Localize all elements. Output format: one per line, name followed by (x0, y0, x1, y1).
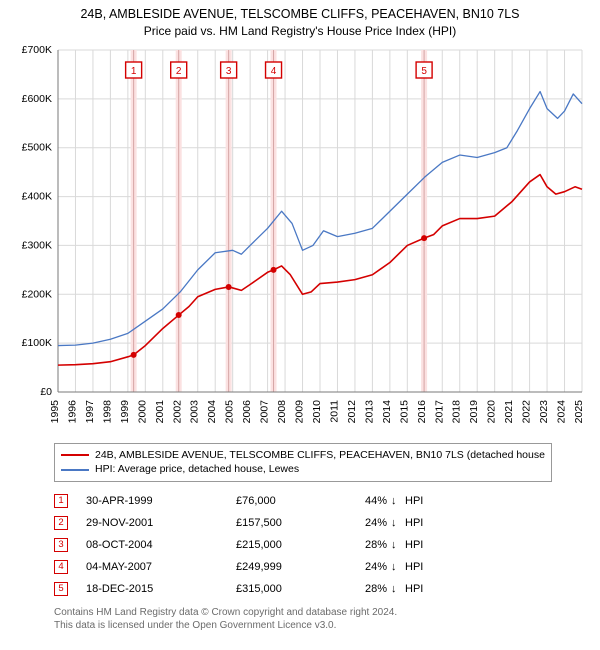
down-arrow-icon: ↓ (391, 583, 405, 595)
svg-text:2022: 2022 (521, 399, 533, 423)
svg-text:£400K: £400K (22, 190, 52, 202)
footer-attribution: Contains HM Land Registry data © Crown c… (54, 606, 552, 633)
svg-text:2016: 2016 (416, 399, 428, 423)
svg-text:£100K: £100K (22, 337, 52, 349)
svg-text:5: 5 (421, 66, 427, 77)
down-arrow-icon: ↓ (391, 539, 405, 551)
sale-row: 3 08-OCT-2004£215,00028%↓HPI (54, 534, 552, 556)
svg-text:2002: 2002 (171, 399, 183, 423)
sale-gap-pct: 28% (346, 539, 391, 551)
svg-text:2025: 2025 (573, 399, 585, 423)
sale-date: 30-APR-1999 (86, 495, 236, 507)
svg-text:1: 1 (131, 66, 137, 77)
svg-text:2019: 2019 (468, 399, 480, 423)
svg-text:2004: 2004 (206, 399, 218, 423)
svg-text:2005: 2005 (224, 399, 236, 423)
svg-text:4: 4 (271, 66, 277, 77)
sale-date: 29-NOV-2001 (86, 517, 236, 529)
svg-text:1998: 1998 (101, 399, 113, 423)
sale-marker: 1 (54, 494, 68, 508)
sale-price: £157,500 (236, 517, 346, 529)
chart-container: 24B, AMBLESIDE AVENUE, TELSCOMBE CLIFFS,… (0, 0, 600, 650)
chart-subtitle: Price paid vs. HM Land Registry's House … (10, 24, 590, 38)
sale-price: £76,000 (236, 495, 346, 507)
svg-text:£0: £0 (40, 386, 52, 398)
sale-price: £215,000 (236, 539, 346, 551)
svg-text:2020: 2020 (486, 399, 498, 423)
svg-text:2003: 2003 (189, 399, 201, 423)
svg-text:2: 2 (176, 66, 182, 77)
svg-text:2006: 2006 (241, 399, 253, 423)
svg-text:£600K: £600K (22, 92, 52, 104)
svg-text:2001: 2001 (154, 399, 166, 423)
svg-text:2015: 2015 (398, 399, 410, 423)
svg-text:2009: 2009 (294, 399, 306, 423)
sale-hpi-label: HPI (405, 495, 423, 507)
svg-text:£700K: £700K (22, 44, 52, 56)
sale-gap-pct: 44% (346, 495, 391, 507)
chart-area: £0 £100K £200K £300K £400K £500K £600K £700K 199… (10, 42, 590, 437)
sale-gap-pct: 24% (346, 517, 391, 529)
legend-swatch (61, 469, 89, 471)
svg-text:£500K: £500K (22, 141, 52, 153)
legend-swatch (61, 454, 89, 456)
legend: 24B, AMBLESIDE AVENUE, TELSCOMBE CLIFFS,… (54, 443, 552, 482)
svg-text:2000: 2000 (136, 399, 148, 423)
svg-text:2008: 2008 (276, 399, 288, 423)
sale-hpi-label: HPI (405, 561, 423, 573)
legend-item: 24B, AMBLESIDE AVENUE, TELSCOMBE CLIFFS,… (61, 448, 545, 463)
sale-price: £315,000 (236, 583, 346, 595)
svg-text:1995: 1995 (49, 399, 61, 423)
sale-hpi-label: HPI (405, 517, 423, 529)
sales-table: 130-APR-1999£76,00044%↓HPI229-NOV-2001£1… (54, 490, 552, 600)
legend-label: 24B, AMBLESIDE AVENUE, TELSCOMBE CLIFFS,… (95, 448, 545, 463)
svg-text:2012: 2012 (346, 399, 358, 423)
sale-hpi-label: HPI (405, 539, 423, 551)
svg-text:2007: 2007 (259, 399, 271, 423)
sale-price: £249,999 (236, 561, 346, 573)
legend-item: HPI: Average price, detached house, Lewe… (61, 462, 545, 477)
legend-label: HPI: Average price, detached house, Lewe… (95, 462, 299, 477)
svg-text:£200K: £200K (22, 288, 52, 300)
sale-row: 1 30-APR-1999£76,00044%↓HPI (54, 490, 552, 512)
down-arrow-icon: ↓ (391, 517, 405, 529)
svg-text:1997: 1997 (84, 399, 96, 423)
svg-text:2011: 2011 (328, 399, 340, 422)
svg-text:2017: 2017 (433, 399, 445, 423)
sale-date: 18-DEC-2015 (86, 583, 236, 595)
svg-text:£300K: £300K (22, 239, 52, 251)
sale-marker: 2 (54, 516, 68, 530)
svg-text:2013: 2013 (363, 399, 375, 423)
sale-row: 2 29-NOV-2001£157,50024%↓HPI (54, 512, 552, 534)
svg-text:2023: 2023 (538, 399, 550, 423)
chart-title: 24B, AMBLESIDE AVENUE, TELSCOMBE CLIFFS,… (10, 6, 590, 24)
sale-marker: 3 (54, 538, 68, 552)
sale-date: 04-MAY-2007 (86, 561, 236, 573)
footer-line-1: Contains HM Land Registry data © Crown c… (54, 606, 552, 620)
sale-gap-pct: 28% (346, 583, 391, 595)
svg-text:2024: 2024 (556, 399, 568, 423)
footer-line-2: This data is licensed under the Open Gov… (54, 619, 552, 633)
line-chart-svg: £0 £100K £200K £300K £400K £500K £600K £700K 199… (10, 42, 590, 437)
svg-text:1999: 1999 (119, 399, 131, 423)
sale-hpi-label: HPI (405, 583, 423, 595)
sale-row: 4 04-MAY-2007£249,99924%↓HPI (54, 556, 552, 578)
sale-row: 5 18-DEC-2015£315,00028%↓HPI (54, 578, 552, 600)
down-arrow-icon: ↓ (391, 495, 405, 507)
svg-text:2014: 2014 (381, 399, 393, 423)
down-arrow-icon: ↓ (391, 561, 405, 573)
svg-text:2021: 2021 (503, 399, 515, 423)
svg-text:2010: 2010 (311, 399, 323, 423)
sale-gap-pct: 24% (346, 561, 391, 573)
sale-marker: 4 (54, 560, 68, 574)
svg-text:3: 3 (226, 66, 232, 77)
svg-text:1996: 1996 (66, 399, 78, 423)
svg-text:2018: 2018 (451, 399, 463, 423)
sale-marker: 5 (54, 582, 68, 596)
sale-date: 08-OCT-2004 (86, 539, 236, 551)
